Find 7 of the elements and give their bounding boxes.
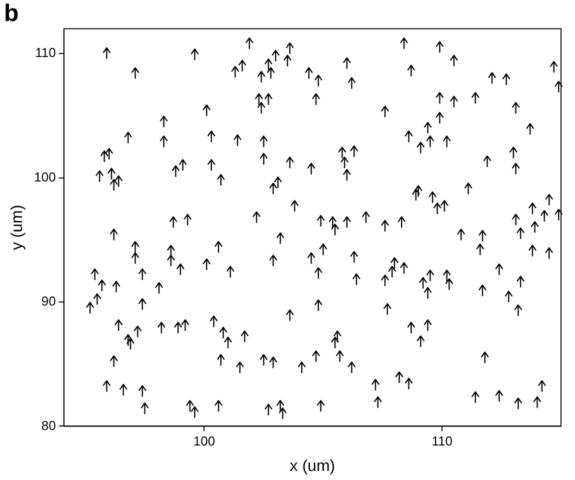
y-tick-label: 80 [41,418,56,433]
chart-title: b [4,0,19,28]
y-axis-title: y (um) [9,204,26,250]
y-tick-label: 90 [41,294,56,309]
x-axis-title: x (um) [290,458,336,475]
y-tick-label: 110 [35,45,56,60]
y-tick-label: 100 [34,169,56,184]
